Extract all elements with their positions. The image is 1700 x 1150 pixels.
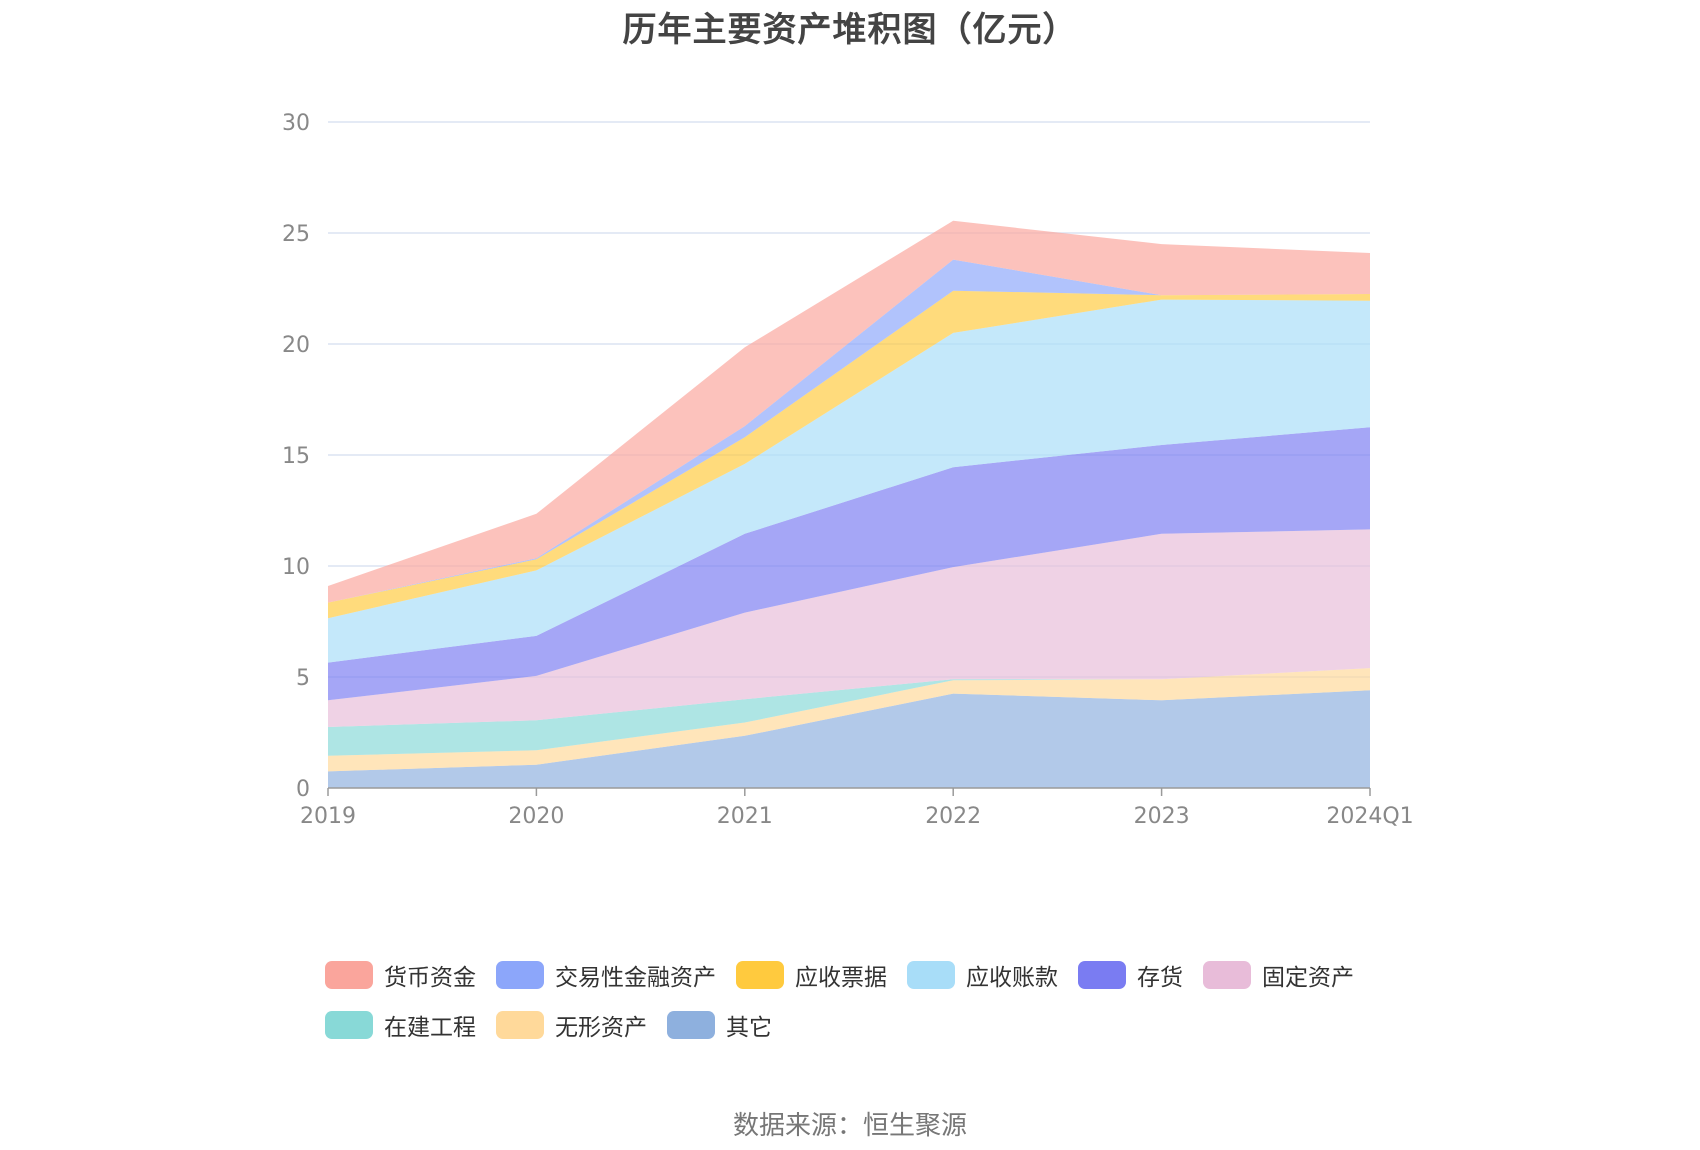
x-tick-label: 2019 — [300, 804, 356, 829]
legend-swatch — [1203, 961, 1251, 989]
legend-label: 在建工程 — [384, 1015, 476, 1041]
x-tick-label: 2022 — [925, 804, 981, 829]
y-tick-label: 20 — [282, 333, 310, 358]
area-应收账款 — [328, 299, 1370, 663]
area-应收票据 — [328, 290, 1370, 619]
legend-swatch — [1078, 961, 1126, 989]
legend-label: 应收账款 — [966, 965, 1058, 991]
y-tick-label: 0 — [296, 777, 310, 802]
legend-swatch — [496, 1011, 544, 1039]
area-在建工程 — [328, 668, 1370, 756]
legend-label: 存货 — [1137, 965, 1183, 991]
legend-item[interactable]: 应收票据 — [736, 958, 887, 992]
legend-item[interactable]: 交易性金融资产 — [496, 958, 716, 992]
legend-item[interactable]: 其它 — [667, 1008, 772, 1042]
area-无形资产 — [328, 668, 1370, 772]
y-tick-label: 15 — [282, 444, 310, 469]
y-tick-label: 5 — [296, 666, 310, 691]
legend-swatch — [325, 1011, 373, 1039]
legend-label: 货币资金 — [384, 965, 476, 991]
legend-swatch — [667, 1011, 715, 1039]
area-series — [328, 220, 1370, 788]
legend-swatch — [736, 961, 784, 989]
x-tick-label: 2021 — [717, 804, 773, 829]
y-tick-label: 30 — [282, 111, 310, 136]
y-tick-label: 10 — [282, 555, 310, 580]
legend-label: 固定资产 — [1262, 965, 1354, 991]
legend-swatch — [907, 961, 955, 989]
legend-item[interactable]: 存货 — [1078, 958, 1183, 992]
legend-item[interactable]: 固定资产 — [1203, 958, 1354, 992]
legend-swatch — [496, 961, 544, 989]
legend-item[interactable]: 应收账款 — [907, 958, 1058, 992]
x-tick-label: 2023 — [1134, 804, 1190, 829]
stacked-area-chart: 0 5 10 15 20 25 30 2019 2020 2021 2022 2023 2024Q1 — [282, 111, 1414, 829]
area-固定资产 — [328, 529, 1370, 727]
legend-item[interactable]: 在建工程 — [325, 1008, 476, 1042]
legend-item[interactable]: 无形资产 — [496, 1008, 647, 1042]
axes: 0 5 10 15 20 25 30 2019 2020 2021 2022 2023 2024Q1 — [282, 111, 1414, 829]
data-source: 数据来源：恒生聚源 — [732, 1111, 967, 1141]
legend-label: 交易性金融资产 — [555, 965, 716, 991]
chart-title: 历年主要资产堆积图（亿元） — [622, 10, 1078, 50]
x-tick-label: 2024Q1 — [1326, 804, 1413, 829]
legend-item[interactable]: 货币资金 — [325, 958, 476, 992]
legend-swatch — [325, 961, 373, 989]
y-tick-label: 25 — [282, 222, 310, 247]
x-tick-label: 2020 — [508, 804, 564, 829]
area-其它 — [328, 690, 1370, 788]
legend-label: 应收票据 — [795, 965, 887, 991]
legend-label: 其它 — [726, 1015, 772, 1041]
legend-row: 货币资金 交易性金融资产 应收票据 应收账款 存货 固定资产 — [325, 950, 1425, 1000]
legend-label: 无形资产 — [555, 1015, 647, 1041]
area-存货 — [328, 427, 1370, 701]
legend-row: 在建工程 无形资产 其它 — [325, 1000, 1425, 1050]
legend: 货币资金 交易性金融资产 应收票据 应收账款 存货 固定资产在建工程 无形资产 其它 — [325, 950, 1425, 1050]
area-货币资金 — [328, 220, 1370, 603]
